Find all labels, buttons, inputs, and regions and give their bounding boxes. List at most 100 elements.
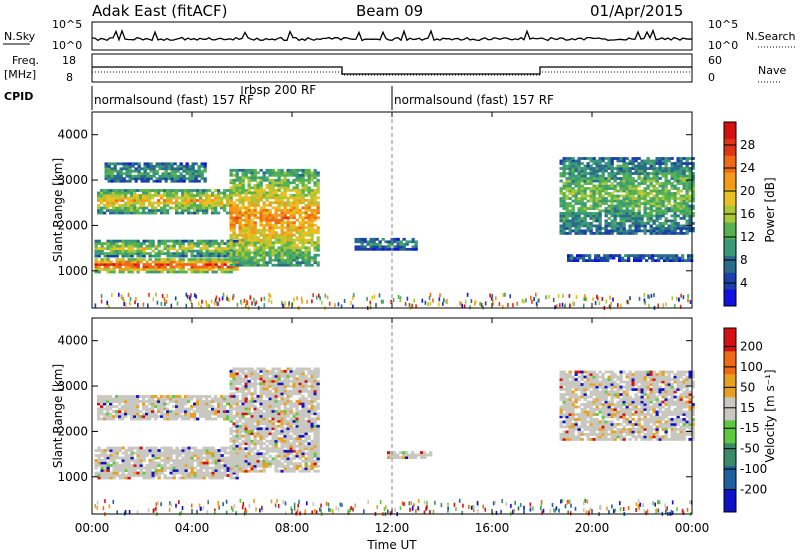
echo-cell (214, 252, 218, 255)
echo-cell (298, 233, 302, 237)
echo-cell (583, 157, 587, 160)
echo-cell (634, 192, 638, 195)
colorbar-segment (724, 255, 736, 273)
echo-cell (146, 177, 150, 181)
echo-cell (118, 206, 122, 210)
echo-cell (244, 464, 248, 468)
echo-cell (256, 238, 260, 242)
echo-cell (637, 172, 641, 175)
echo-cell (163, 247, 167, 250)
echo-cell (247, 223, 251, 227)
echo-cell (217, 469, 221, 472)
echo-cell (143, 179, 147, 183)
echo-cell (173, 179, 177, 183)
echo-cell (679, 177, 683, 180)
echo-cell (116, 174, 120, 178)
echo-cell (337, 302, 340, 307)
echo-cell (298, 178, 302, 182)
echo-cell (588, 254, 592, 257)
echo-cell (226, 466, 230, 470)
echo-cell (100, 247, 104, 250)
echo-cell (244, 462, 248, 466)
echo-cell (214, 459, 218, 462)
echo-cell (215, 295, 218, 300)
echo-cell (166, 407, 170, 411)
echo-cell (217, 194, 221, 197)
echo-cell (163, 189, 167, 192)
echo-cell (613, 217, 617, 220)
echo-cell (175, 204, 179, 207)
nsky-label: N.Sky (4, 30, 36, 43)
echo-cell (145, 474, 149, 477)
echo-cell (256, 457, 260, 461)
echo-cell (107, 169, 111, 173)
echo-cell (688, 184, 692, 188)
echo-cell (260, 297, 263, 302)
echo-cell (190, 249, 194, 253)
echo-cell (176, 164, 180, 168)
echo-cell (607, 167, 611, 170)
echo-cell (667, 219, 671, 223)
echo-cell (283, 178, 287, 182)
echo-cell (250, 397, 254, 401)
echo-cell (586, 229, 590, 233)
echo-cell (292, 211, 296, 215)
echo-cell (250, 412, 254, 416)
echo-cell (661, 157, 665, 160)
echo-cell (658, 232, 662, 235)
echo-cell (685, 182, 689, 185)
echo-cell (247, 407, 251, 411)
echo-cell (100, 459, 104, 462)
echo-cell (688, 172, 692, 175)
echo-cell (646, 229, 650, 233)
echo-cell (271, 228, 275, 232)
echo-cell (271, 168, 275, 172)
echo-cell (235, 178, 239, 182)
echo-cell (295, 248, 299, 252)
echo-cell (247, 188, 251, 192)
echo-cell (124, 252, 128, 255)
echo-cell (670, 174, 674, 178)
echo-cell (265, 186, 269, 190)
echo-cell (679, 194, 683, 198)
echo-cell (301, 221, 305, 225)
echo-cell (280, 246, 284, 250)
echo-cell (262, 256, 266, 260)
echo-cell (559, 229, 563, 233)
echo-cell (533, 297, 535, 301)
echo-cell (265, 253, 269, 257)
echo-cell (664, 192, 668, 195)
echo-cell (613, 207, 617, 210)
echo-cell (154, 451, 158, 455)
echo-cell (280, 233, 284, 237)
echo-cell (256, 211, 260, 215)
echo-cell (142, 451, 146, 455)
echo-cell (633, 256, 637, 260)
echo-cell (574, 162, 578, 165)
echo-cell (637, 229, 641, 233)
echo-cell (424, 300, 427, 305)
echo-cell (589, 232, 593, 235)
echo-cell (634, 229, 638, 233)
echo-cell (247, 452, 251, 456)
echo-cell (244, 171, 248, 175)
echo-cell (130, 194, 134, 197)
echo-cell (241, 457, 245, 461)
echo-cell (157, 270, 161, 274)
echo-cell (208, 265, 212, 269)
echo-cell (598, 162, 602, 165)
echo-cell (181, 464, 185, 467)
echo-cell (253, 168, 257, 172)
echo-cell (664, 217, 668, 220)
echo-cell (664, 232, 668, 235)
echo-cell (636, 259, 640, 262)
echo-cell (637, 169, 641, 173)
echo-cell (661, 159, 665, 163)
echo-cell (172, 270, 176, 274)
echo-cell (238, 407, 242, 411)
echo-cell (166, 461, 170, 465)
echo-cell (244, 372, 248, 376)
echo-cell (664, 207, 668, 210)
echo-cell (568, 212, 572, 215)
